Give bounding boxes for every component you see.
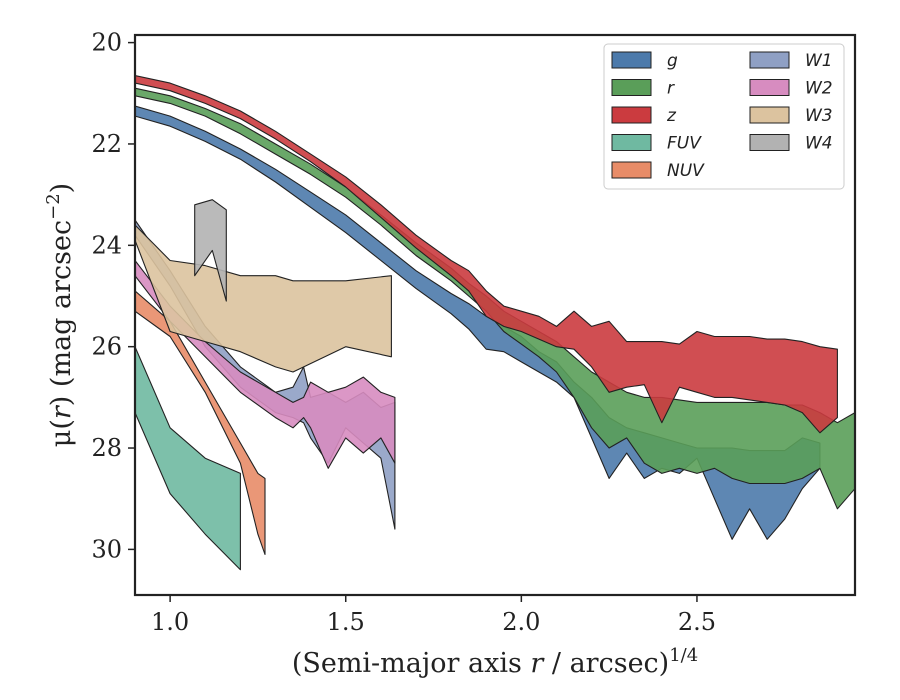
legend-label-w1: W1 <box>805 51 833 71</box>
y-axis-label: μ(r) (mag arcsec−2) <box>43 183 77 447</box>
band-w2 <box>135 259 396 469</box>
legend-label-w2: W2 <box>805 79 833 99</box>
x-tick-label-2-5: 2.5 <box>678 608 716 636</box>
y-tick-label-24: 24 <box>91 231 122 259</box>
axes-layer: 1.0 1.5 2.0 2.5 20 22 24 26 28 30 <box>91 29 857 636</box>
y-label-var: r <box>46 404 77 419</box>
legend-label-g: g <box>667 51 678 71</box>
legend-label-r: r <box>667 79 675 99</box>
legend-swatch-fuv <box>611 134 652 151</box>
y-label-sup: −2 <box>43 193 64 220</box>
legend-swatch-w4 <box>749 134 790 151</box>
x-label-prefix: (Semi-major axis <box>292 648 531 679</box>
x-tick-label-2-0: 2.0 <box>502 608 540 636</box>
band-z <box>135 74 838 434</box>
legend-swatch-w1 <box>749 51 790 69</box>
legend-swatch-g <box>611 51 652 69</box>
legend-label-w3: W3 <box>805 106 833 126</box>
legend-swatch-nuv <box>611 161 652 179</box>
x-tick-label-1-5: 1.5 <box>327 608 365 636</box>
y-tick-label-26: 26 <box>91 333 122 361</box>
x-tick-label-1-0: 1.0 <box>151 608 189 636</box>
plot-frame <box>133 33 857 597</box>
x-label-suffix: / arcsec) <box>543 648 669 679</box>
y-tick-label-20: 20 <box>91 29 122 57</box>
x-label-sup: 1/4 <box>669 645 698 666</box>
legend-swatch-z <box>611 106 652 124</box>
band-w4 <box>194 199 227 302</box>
bands-layer <box>135 74 855 571</box>
legend-label-z: z <box>666 106 677 126</box>
legend-swatch-w2 <box>749 79 790 96</box>
legend-swatch-r <box>611 79 652 96</box>
legend-label-nuv: NUV <box>667 161 705 181</box>
band-w3 <box>135 224 392 373</box>
y-label-mid: ) (mag arcsec <box>46 220 77 406</box>
y-tick-label-22: 22 <box>91 130 122 158</box>
legend-label-fuv: FUV <box>667 134 702 154</box>
x-axis-label: (Semi-major axis r / arcsec)1/4 <box>292 645 698 679</box>
x-label-var: r <box>530 648 545 679</box>
y-tick-label-28: 28 <box>91 434 122 462</box>
y-label-suffix: ) <box>46 183 77 194</box>
band-nuv <box>135 290 266 556</box>
y-label-prefix: μ( <box>46 419 77 447</box>
y-tick-label-30: 30 <box>91 535 122 563</box>
legend-label-w4: W4 <box>805 134 833 154</box>
band-fuv <box>135 346 241 571</box>
legend: grz FUV NUV W1 W2 W3 W4 <box>603 43 845 190</box>
legend-swatch-w3 <box>749 106 790 124</box>
